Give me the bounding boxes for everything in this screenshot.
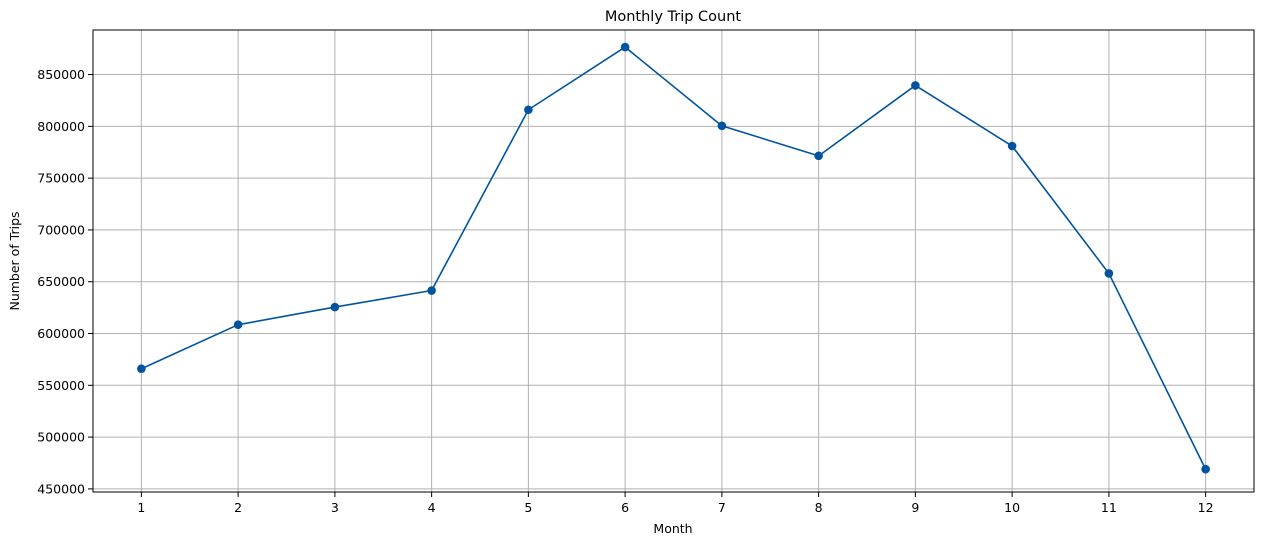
x-tick-label: 11 xyxy=(1101,500,1117,515)
x-tick-label: 5 xyxy=(524,500,532,515)
x-tick-label: 3 xyxy=(331,500,339,515)
y-tick-label: 850000 xyxy=(37,67,85,82)
x-tick-label: 7 xyxy=(718,500,726,515)
y-tick-label: 500000 xyxy=(37,430,85,445)
data-point xyxy=(911,81,920,90)
plot-area-frame xyxy=(92,29,1255,493)
y-tick-label: 700000 xyxy=(37,222,85,237)
x-axis: 1 2 3 4 5 6 7 8 9 10 11 12 xyxy=(137,492,1214,515)
series-layer xyxy=(137,42,1210,474)
y-tick-label: 450000 xyxy=(37,481,85,496)
y-tick-label: 800000 xyxy=(37,119,85,134)
data-point xyxy=(1104,269,1114,278)
x-tick-label: 2 xyxy=(234,500,242,515)
x-tick-label: 8 xyxy=(815,500,823,515)
chart-title: Monthly Trip Count xyxy=(605,9,742,25)
x-tick-label: 12 xyxy=(1198,500,1214,515)
y-axis: 450000 500000 550000 600000 650000 700000 7500… xyxy=(37,67,93,496)
data-point xyxy=(814,151,823,161)
data-point xyxy=(137,364,146,374)
data-point xyxy=(620,42,630,52)
x-axis-title: Month xyxy=(653,521,692,536)
data-point xyxy=(1007,141,1017,151)
x-tick-label: 1 xyxy=(137,500,145,515)
data-point xyxy=(427,286,436,295)
y-tick-label: 600000 xyxy=(37,326,85,341)
data-point xyxy=(524,105,533,115)
data-point xyxy=(330,302,340,312)
grid-lines xyxy=(93,30,1254,492)
x-tick-label: 10 xyxy=(1004,500,1020,515)
y-tick-label: 550000 xyxy=(37,378,85,393)
data-point xyxy=(717,121,727,131)
x-tick-label: 4 xyxy=(428,500,436,515)
x-tick-label: 6 xyxy=(621,500,629,515)
data-point xyxy=(233,320,243,330)
y-tick-label: 650000 xyxy=(37,274,85,289)
series-line xyxy=(141,46,1207,470)
y-tick-label: 750000 xyxy=(37,171,85,186)
x-tick-label: 9 xyxy=(911,500,919,515)
data-point xyxy=(1201,464,1210,474)
y-axis-title: Number of Trips xyxy=(7,211,22,310)
